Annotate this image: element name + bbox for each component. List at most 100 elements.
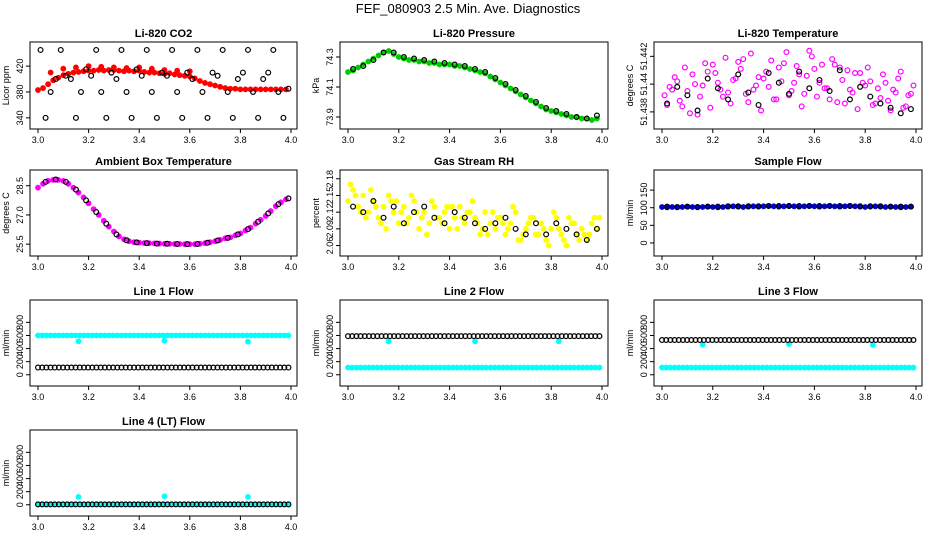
data-point (412, 333, 419, 340)
data-point (735, 71, 742, 78)
data-point (272, 364, 279, 371)
data-point (245, 338, 251, 345)
data-point (576, 237, 583, 243)
data-point (374, 333, 381, 340)
data-point (684, 203, 691, 210)
series-averages (350, 49, 600, 122)
data-point (350, 203, 357, 210)
chart-title: Li-820 Pressure (433, 28, 515, 40)
data-point (525, 333, 532, 340)
data-point (522, 231, 529, 238)
data-point (456, 63, 463, 69)
data-point (441, 333, 448, 340)
data-point (784, 337, 791, 344)
data-point (566, 214, 572, 221)
data-point (855, 337, 862, 344)
data-point (83, 66, 90, 73)
data-point (189, 501, 196, 508)
y-tick-label: 200 (325, 354, 335, 369)
data-point (161, 493, 168, 500)
data-point (681, 64, 688, 71)
data-point (864, 337, 871, 344)
data-point (862, 204, 869, 210)
data-point (39, 501, 46, 508)
y-tick-label: 50 (639, 220, 649, 230)
data-point (122, 364, 129, 371)
series-averages (664, 67, 914, 117)
data-point (239, 69, 246, 76)
data-point (197, 364, 204, 371)
x-tick-label: 3.8 (859, 392, 872, 402)
data-point (257, 86, 264, 93)
data-point (385, 48, 392, 54)
data-point (745, 89, 752, 96)
data-point (722, 54, 729, 61)
data-point (553, 214, 560, 221)
data-point (694, 204, 701, 211)
x-tick-label: 3.8 (234, 262, 247, 272)
y-tick-label: 600 (15, 328, 25, 343)
data-point (562, 333, 569, 340)
data-point (887, 107, 894, 114)
data-point (530, 214, 537, 221)
data-point (385, 338, 392, 345)
data-point (42, 178, 49, 185)
data-point (218, 364, 225, 371)
data-point (406, 214, 412, 221)
series-all (35, 63, 289, 93)
y-tick-label: 800 (639, 315, 649, 330)
data-point (194, 240, 201, 247)
data-point (692, 81, 699, 88)
data-point (472, 220, 479, 227)
x-tick-label: 3.4 (443, 135, 456, 145)
data-point (796, 68, 803, 75)
data-point (857, 83, 864, 90)
data-point (803, 72, 810, 79)
x-tick-label: 3.2 (82, 135, 95, 145)
data-point (897, 337, 904, 344)
data-point (250, 88, 257, 95)
data-point (437, 333, 444, 340)
x-tick-label: 3.2 (393, 135, 406, 145)
x-tick-label: 3.4 (133, 522, 146, 532)
data-point (285, 364, 292, 371)
data-point (819, 61, 826, 68)
data-point (704, 75, 711, 82)
data-point (416, 333, 423, 340)
data-point (426, 220, 433, 227)
data-point (411, 198, 417, 204)
data-point (40, 85, 46, 91)
data-point (51, 501, 58, 508)
data-point (479, 333, 486, 340)
data-point (579, 333, 586, 340)
data-point (214, 72, 221, 79)
data-point (224, 88, 231, 95)
data-point (431, 203, 438, 210)
data-point (451, 209, 458, 216)
data-point (525, 220, 532, 227)
data-point (193, 501, 200, 508)
data-point (270, 46, 277, 53)
data-point (826, 202, 833, 209)
data-point (813, 93, 820, 100)
data-point (189, 364, 196, 371)
y-tick-label: 0 (15, 372, 25, 377)
data-point (218, 501, 225, 508)
data-point (395, 220, 402, 227)
data-point (139, 501, 146, 508)
data-point (533, 333, 540, 340)
data-point (380, 49, 387, 56)
data-point (418, 214, 425, 221)
data-point (775, 64, 782, 71)
data-point (390, 51, 397, 57)
data-point (512, 209, 519, 216)
data-point (72, 501, 79, 508)
data-point (264, 501, 271, 508)
data-point (60, 364, 67, 371)
data-point (138, 72, 145, 79)
data-point (64, 501, 71, 508)
x-tick-label: 3.2 (82, 522, 95, 532)
data-point (390, 209, 397, 216)
data-point (243, 364, 250, 371)
x-tick-label: 3.8 (859, 135, 872, 145)
